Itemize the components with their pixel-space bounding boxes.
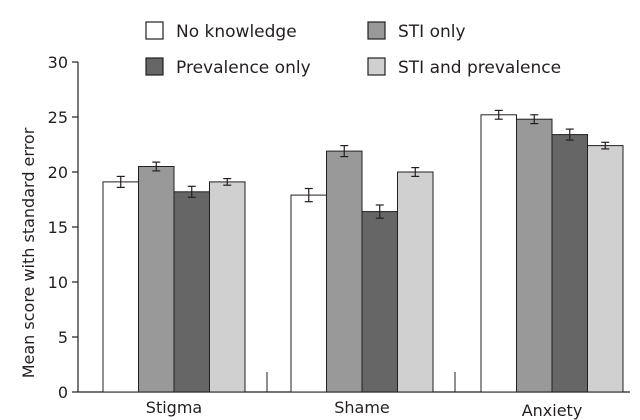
bar-anxiety-no-knowledge (480, 114, 517, 393)
bars (102, 109, 624, 393)
bar-shame-no-knowledge (290, 194, 327, 393)
category-label: Stigma (146, 398, 202, 417)
y-tick-label: 5 (58, 328, 68, 347)
bar-stigma-sti-and-prevalence (209, 181, 246, 393)
legend-label: No knowledge (176, 22, 297, 42)
bar-stigma-sti-only (138, 166, 175, 393)
legend-swatch-sti-and-prevalence (367, 57, 386, 76)
bar-shame-prevalence-only (361, 211, 398, 393)
bar-stigma-prevalence-only (173, 191, 210, 393)
category-label: Shame (334, 398, 390, 417)
bar-anxiety-sti-and-prevalence (587, 145, 624, 393)
bar-shame-sti-and-prevalence (397, 171, 434, 393)
bar-shame-sti-only (326, 150, 363, 393)
y-tick-label: 25 (48, 108, 68, 127)
legend-label: STI and prevalence (398, 58, 561, 78)
bar-stigma-no-knowledge (102, 181, 139, 393)
y-tick-label: 0 (58, 383, 68, 402)
bar-anxiety-sti-only (516, 118, 553, 393)
y-axis-title: Mean score with standard error (19, 127, 38, 378)
y-tick-label: 30 (48, 53, 68, 72)
legend-swatch-prevalence-only (145, 57, 164, 76)
category-label: Anxiety (522, 401, 583, 420)
legend: No knowledge STI only Prevalence only STI a… (145, 21, 561, 78)
y-tick-label: 15 (48, 218, 68, 237)
bar-anxiety-prevalence-only (551, 134, 588, 393)
legend-label: STI only (398, 22, 466, 42)
y-tick-label: 20 (48, 163, 68, 182)
legend-swatch-no-knowledge (145, 21, 164, 40)
legend-label: Prevalence only (176, 58, 311, 78)
y-tick-label: 10 (48, 273, 68, 292)
axis-labels: 0 5 10 15 20 25 30 Mean score with standard err… (19, 53, 582, 420)
legend-swatch-sti-only (367, 21, 386, 40)
